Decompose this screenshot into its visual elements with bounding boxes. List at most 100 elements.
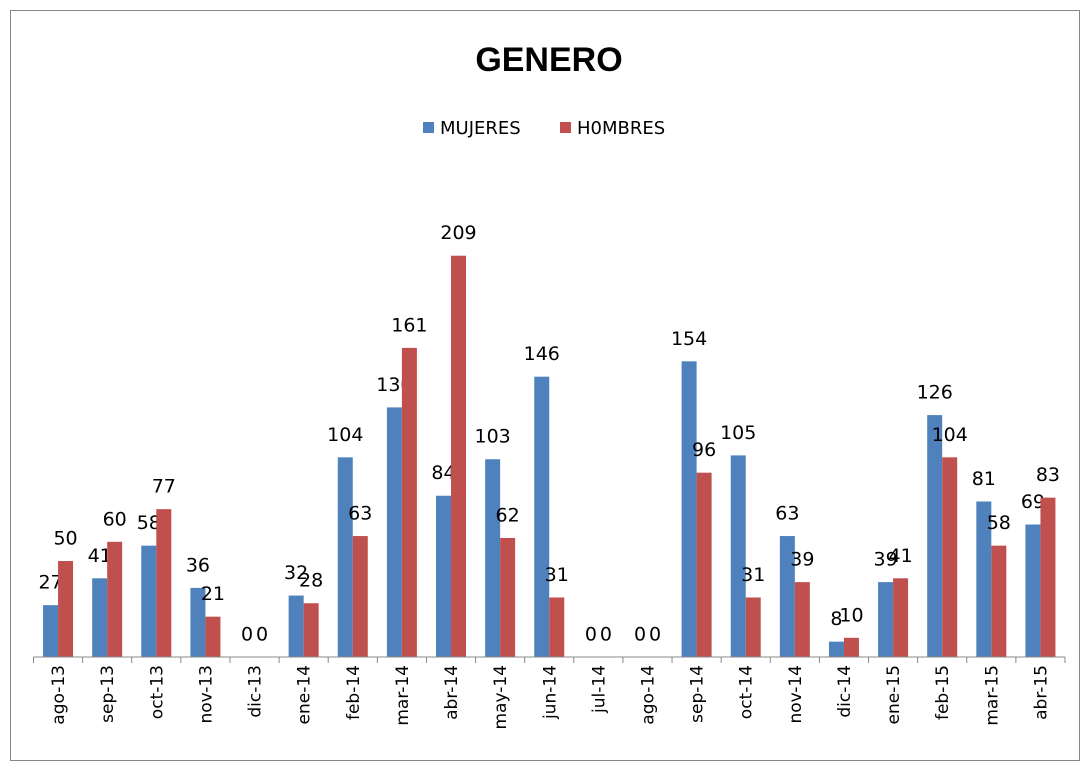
data-label: 27 (38, 572, 62, 594)
data-label: 103 (474, 426, 510, 448)
data-label: 58 (987, 512, 1011, 534)
bar (942, 457, 958, 657)
data-label: 0 (634, 624, 646, 646)
bar (779, 536, 795, 657)
data-label: 60 (103, 508, 127, 530)
bar (141, 545, 157, 657)
data-label: 0 (585, 624, 597, 646)
x-tick-label: ene-15 (884, 665, 904, 724)
x-tick-label: may-14 (491, 665, 511, 730)
data-label: 36 (186, 554, 210, 576)
data-label: 39 (790, 549, 814, 571)
data-label: 104 (327, 424, 363, 446)
x-tick-label: dic-13 (246, 665, 266, 718)
bar (843, 637, 859, 657)
x-tick-label: ago-14 (638, 665, 658, 725)
data-label: 104 (932, 424, 968, 446)
data-label: 28 (299, 570, 323, 592)
data-label: 41 (888, 545, 912, 567)
data-label: 41 (88, 545, 112, 567)
bar (156, 509, 172, 657)
data-label: 81 (972, 468, 996, 490)
bar (401, 347, 417, 657)
data-label: 10 (839, 604, 863, 626)
data-label: 0 (256, 624, 268, 646)
data-label: 84 (431, 462, 455, 484)
x-tick-label: sep-13 (98, 665, 118, 723)
bar (205, 616, 221, 657)
data-label: 8 (830, 608, 842, 630)
bar (991, 545, 1007, 657)
bar (352, 536, 368, 657)
data-label: 63 (348, 503, 372, 525)
data-label: 0 (649, 624, 661, 646)
x-tick-label: sep-14 (688, 665, 708, 723)
bar (730, 455, 746, 657)
bar (1025, 524, 1041, 657)
data-label: 161 (391, 314, 427, 336)
data-label: 69 (1021, 491, 1045, 513)
x-tick-label: abr-14 (442, 665, 462, 720)
legend-swatch (423, 122, 434, 133)
bar (303, 603, 319, 657)
bar (485, 459, 501, 657)
x-tick-label: ago-13 (49, 665, 69, 725)
bar (58, 561, 74, 657)
chart-title: GENERO (475, 41, 622, 79)
data-label: 77 (152, 476, 176, 498)
x-tick-label: jun-14 (540, 665, 560, 720)
bar (745, 597, 761, 657)
bar (337, 457, 353, 657)
data-label: 126 (917, 382, 953, 404)
x-tick-label: oct-14 (737, 665, 757, 719)
bar (288, 595, 304, 657)
x-tick-label: dic-14 (835, 665, 855, 718)
bar (92, 578, 108, 657)
data-label: 21 (201, 583, 225, 605)
legend-label: MUJERES (440, 118, 521, 139)
bar (696, 472, 712, 657)
bar (794, 582, 810, 657)
data-label: 154 (671, 328, 707, 350)
bar (878, 582, 894, 657)
bar (436, 495, 452, 657)
bar (43, 605, 59, 657)
data-label: 0 (241, 624, 253, 646)
data-label: 50 (53, 528, 77, 550)
data-label: 83 (1036, 464, 1060, 486)
data-label: 31 (741, 564, 765, 586)
bar (681, 361, 697, 657)
bar (534, 376, 550, 657)
x-tick-label: oct-13 (147, 665, 167, 719)
data-label: 63 (775, 503, 799, 525)
data-label: 146 (524, 343, 560, 365)
data-label: 39 (873, 549, 897, 571)
data-label: 105 (720, 422, 756, 444)
x-tick-label: nov-14 (786, 665, 806, 724)
x-tick-label: mar-15 (982, 665, 1002, 726)
bar (190, 587, 206, 657)
x-tick-label: nov-13 (196, 665, 216, 724)
x-tick-label: feb-14 (344, 665, 364, 720)
bar (451, 255, 467, 657)
bar (107, 541, 123, 657)
bar (1040, 497, 1056, 657)
x-tick-label: ene-14 (295, 665, 315, 724)
data-label: 0 (600, 624, 612, 646)
legend-label: H0MBRES (577, 118, 665, 139)
data-label: 209 (440, 222, 476, 244)
data-label: 32 (284, 562, 308, 584)
x-tick-label: abr-15 (1031, 665, 1051, 720)
bar (500, 537, 516, 657)
bar (893, 578, 909, 657)
bar (828, 641, 844, 657)
x-tick-label: mar-14 (393, 665, 413, 726)
data-label: 96 (692, 439, 716, 461)
x-tick-label: feb-15 (933, 665, 953, 720)
bar (976, 501, 992, 657)
data-label: 58 (137, 512, 161, 534)
data-label: 31 (545, 564, 569, 586)
legend-swatch (560, 122, 571, 133)
bar (927, 415, 943, 657)
